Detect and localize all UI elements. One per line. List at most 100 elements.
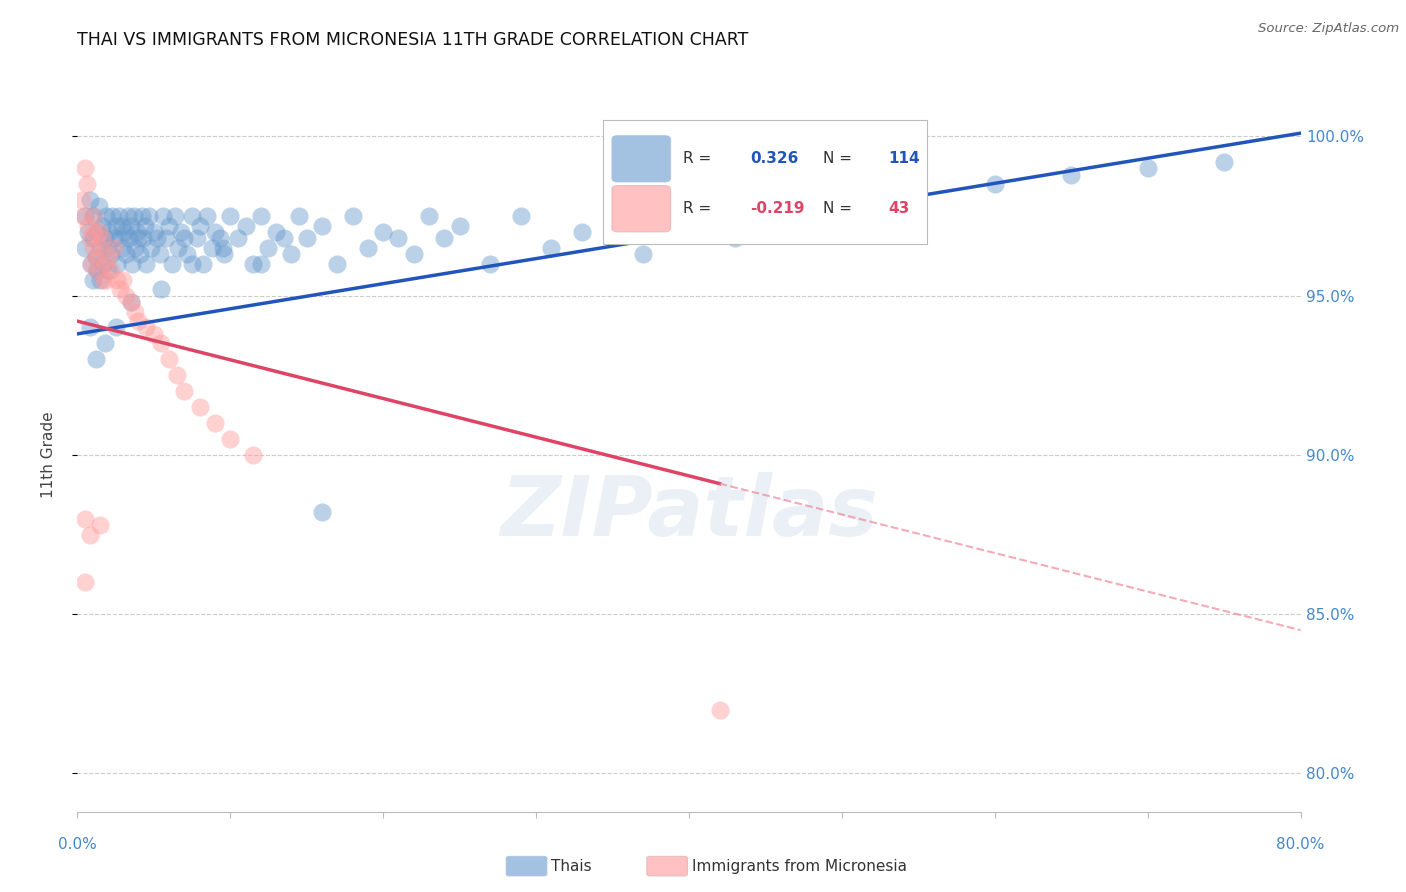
Point (211, 241, 233, 255)
Point (831, 209, 853, 223)
Point (984, 177, 1007, 191)
Point (219, 209, 242, 223)
Point (87, 199, 110, 213)
Point (122, 209, 145, 223)
Point (907, 193, 929, 207)
Point (418, 209, 440, 223)
Text: N =: N = (824, 202, 858, 216)
Point (678, 209, 700, 223)
Point (135, 320, 157, 334)
Point (77, 225, 100, 239)
Point (82, 273, 104, 287)
Point (115, 288, 138, 302)
Point (186, 231, 208, 245)
Point (173, 384, 195, 399)
Point (89, 241, 111, 255)
Point (124, 304, 146, 318)
Point (86, 225, 108, 239)
Point (105, 273, 128, 287)
Point (709, 703, 731, 717)
Point (84, 251, 107, 265)
Point (157, 219, 180, 233)
Text: N =: N = (824, 152, 858, 166)
Point (150, 282, 173, 296)
Point (79, 320, 101, 334)
Point (250, 209, 273, 223)
Point (152, 209, 174, 223)
Point (387, 231, 409, 245)
Point (160, 257, 183, 271)
Point (181, 209, 204, 223)
Point (181, 257, 204, 271)
Point (117, 209, 139, 223)
Point (84, 352, 107, 367)
Point (83, 225, 105, 239)
Point (121, 257, 143, 271)
Point (176, 247, 198, 261)
Point (165, 209, 187, 223)
Point (104, 320, 127, 334)
Point (97, 241, 120, 255)
Point (167, 241, 190, 255)
Point (94, 231, 117, 245)
Point (212, 247, 235, 261)
Point (264, 225, 287, 239)
Point (86, 263, 108, 277)
Point (150, 336, 173, 351)
Point (371, 225, 394, 239)
Point (139, 241, 162, 255)
Point (115, 247, 138, 261)
Point (311, 219, 333, 233)
Text: Source: ZipAtlas.com: Source: ZipAtlas.com (1258, 22, 1399, 36)
Point (90, 231, 112, 245)
Point (226, 231, 249, 245)
Point (90, 219, 112, 233)
Point (449, 219, 471, 233)
Point (120, 295, 142, 310)
Point (1213, 154, 1236, 169)
Point (82, 209, 104, 223)
Point (128, 314, 150, 328)
Point (76, 177, 98, 191)
Point (142, 326, 165, 341)
Text: ZIPatlas: ZIPatlas (501, 472, 877, 552)
Point (146, 231, 169, 245)
Point (107, 209, 129, 223)
Point (108, 231, 131, 245)
Text: Immigrants from Micronesia: Immigrants from Micronesia (692, 859, 907, 873)
Point (509, 209, 531, 223)
Text: 0.0%: 0.0% (58, 838, 97, 852)
Text: 43: 43 (889, 202, 910, 216)
Point (97, 263, 120, 277)
Point (631, 247, 654, 261)
Point (195, 209, 218, 223)
Point (91, 257, 114, 271)
Point (204, 416, 226, 430)
Point (73, 575, 96, 590)
Point (82, 231, 104, 245)
Point (479, 257, 502, 271)
Point (120, 295, 142, 310)
Point (724, 231, 747, 245)
Point (87, 225, 110, 239)
Point (79, 231, 101, 245)
Point (311, 505, 333, 519)
Text: THAI VS IMMIGRANTS FROM MICRONESIA 11TH GRADE CORRELATION CHART: THAI VS IMMIGRANTS FROM MICRONESIA 11TH … (77, 31, 749, 49)
Point (94, 336, 117, 351)
Point (89, 241, 111, 255)
Point (97, 251, 120, 265)
Point (112, 241, 135, 255)
Point (128, 231, 150, 245)
Point (1060, 168, 1083, 182)
Point (134, 219, 156, 233)
Point (135, 257, 157, 271)
Point (79, 193, 101, 207)
Point (125, 225, 148, 239)
Point (103, 241, 125, 255)
Point (111, 219, 134, 233)
Point (80, 257, 103, 271)
Point (138, 209, 160, 223)
Text: Thais: Thais (551, 859, 592, 873)
Point (112, 273, 135, 287)
Point (70, 193, 93, 207)
